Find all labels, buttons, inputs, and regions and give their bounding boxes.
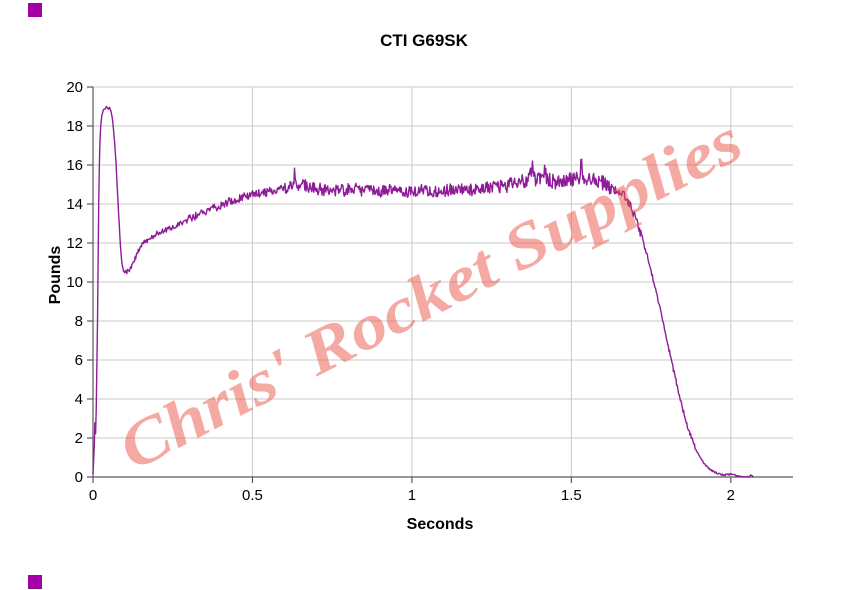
y-tick-label: 0 [75,469,83,486]
y-tick-label: 12 [66,235,83,252]
y-tick-label: 2 [75,430,83,447]
y-tick-label: 6 [75,352,83,369]
axes [87,86,793,483]
thrust-curve-line [92,105,754,478]
y-tick-label: 4 [75,391,83,408]
x-tick-label: 1 [408,487,416,504]
x-axis-title: Seconds [407,516,474,533]
x-tick-label: 0 [89,487,97,504]
gridlines [93,86,793,477]
y-tick-label: 8 [75,313,83,330]
y-tick-label: 10 [66,274,83,291]
x-tick-label: 1.5 [561,487,582,504]
y-tick-label: 20 [66,79,83,96]
thrust-series [92,105,754,478]
y-axis-title: Pounds [47,246,64,305]
chart-title: CTI G69SK [380,31,469,50]
x-tick-label: 0.5 [242,487,263,504]
x-tick-label: 2 [727,487,735,504]
y-tick-label: 18 [66,118,83,135]
y-tick-label: 14 [66,196,83,213]
corner-marker-bottom-left [28,575,42,589]
axis-tick-labels: 0 2 4 6 8 10 12 14 16 18 20 0 0.5 1 1.5 2 [66,79,735,504]
y-tick-label: 16 [66,157,83,174]
corner-marker-top-left [28,3,42,17]
